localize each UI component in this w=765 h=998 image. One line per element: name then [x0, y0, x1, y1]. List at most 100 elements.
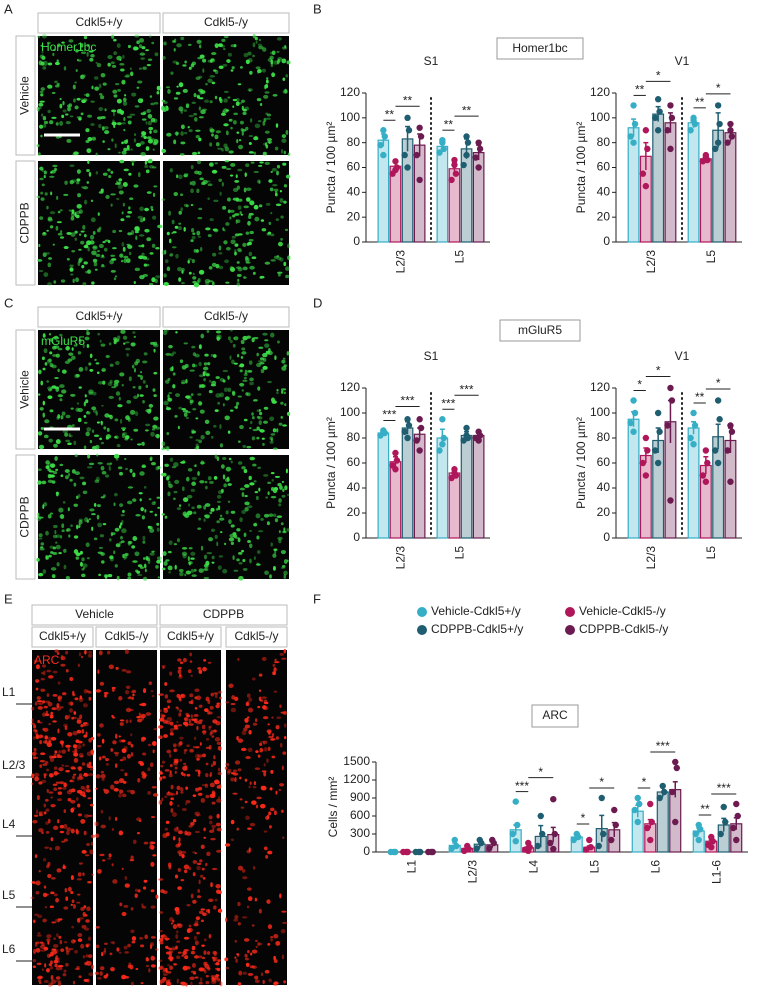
stain-dot [241, 916, 248, 919]
stain-dot [234, 777, 237, 783]
stain-dot [50, 736, 57, 741]
stain-dot [266, 729, 272, 734]
stain-dot [101, 404, 104, 407]
stain-dot [69, 478, 73, 482]
stain-dot [45, 968, 50, 973]
stain-dot [248, 214, 252, 220]
stain-dot [168, 391, 173, 395]
stain-dot [282, 530, 287, 534]
stain-dot [281, 366, 287, 371]
data-point [512, 838, 519, 845]
stain-dot [265, 350, 270, 355]
stain-dot [70, 903, 73, 907]
stain-dot [229, 339, 233, 344]
stain-dot [43, 348, 48, 354]
stain-dot [74, 697, 79, 701]
stain-dot [112, 111, 116, 117]
stain-dot [35, 941, 40, 945]
stain-dot [170, 793, 176, 796]
stain-dot [98, 650, 103, 656]
stain-dot [195, 135, 200, 139]
stain-dot [121, 79, 126, 85]
stain-dot [144, 568, 147, 573]
panel-label: C [4, 295, 13, 310]
stain-dot [187, 468, 193, 472]
y-tick-label: 1500 [343, 754, 370, 768]
stain-dot [223, 240, 228, 245]
stain-dot [55, 897, 59, 903]
data-point [668, 114, 676, 122]
stain-dot [57, 798, 62, 802]
stain-dot [258, 180, 261, 185]
stain-dot [258, 673, 263, 677]
stain-dot [135, 514, 141, 517]
stain-dot [240, 213, 244, 216]
stain-dot [264, 570, 269, 576]
stain-dot [159, 965, 164, 970]
stain-dot [41, 55, 46, 60]
stain-dot [177, 226, 182, 231]
stain-dot [219, 377, 225, 382]
stain-dot [196, 720, 200, 725]
stain-dot [101, 263, 105, 267]
stain-dot [244, 172, 247, 177]
stain-dot [214, 534, 218, 539]
stain-dot [205, 373, 210, 377]
panel-label: F [313, 591, 321, 606]
stain-dot [278, 538, 282, 544]
stain-dot [248, 697, 253, 702]
stain-dot [128, 251, 132, 256]
stain-dot [227, 387, 232, 393]
stain-dot [238, 139, 242, 142]
y-tick-label: 0 [363, 844, 370, 858]
stain-dot [247, 58, 253, 63]
stain-dot [232, 391, 236, 396]
stain-dot [110, 193, 116, 196]
stain-dot [248, 142, 252, 145]
data-point [631, 409, 639, 417]
stain-dot [49, 211, 56, 215]
stain-dot [223, 542, 227, 546]
stain-dot [112, 229, 117, 234]
stain-dot [191, 259, 195, 264]
stain-dot [216, 500, 221, 504]
stain-dot [190, 239, 194, 243]
stain-dot [192, 851, 196, 854]
stain-dot [158, 959, 163, 963]
stain-dot [262, 365, 268, 370]
stain-dot [245, 755, 251, 760]
stain-dot [248, 360, 253, 365]
stain-dot [59, 209, 63, 212]
stain-dot [208, 537, 214, 542]
stain-dot [77, 407, 83, 413]
stain-dot [270, 770, 274, 774]
stain-dot [38, 369, 42, 375]
stain-dot [219, 517, 225, 521]
stain-dot [45, 739, 48, 744]
stain-dot [161, 797, 164, 802]
stain-dot [283, 261, 287, 267]
stain-dot [174, 564, 177, 570]
stain-dot [78, 248, 82, 251]
stain-dot [205, 981, 210, 985]
stain-dot [178, 568, 184, 573]
stain-dot [63, 564, 67, 570]
stain-dot [173, 743, 177, 748]
stain-dot [269, 574, 272, 579]
stain-dot [123, 258, 127, 264]
stain-dot [50, 803, 56, 808]
stain-dot [94, 821, 99, 827]
stain-dot [38, 734, 44, 739]
stain-dot [131, 92, 137, 97]
stain-dot [283, 723, 287, 728]
stain-dot [153, 394, 157, 398]
stain-dot [119, 503, 124, 507]
stain-dot [263, 699, 268, 704]
stain-dot [169, 689, 175, 693]
stain-dot [281, 58, 287, 64]
stain-dot [145, 257, 150, 261]
stain-dot [60, 966, 63, 971]
stain-dot [141, 903, 144, 908]
stain-dot [173, 543, 178, 546]
stain-dot [197, 170, 202, 176]
